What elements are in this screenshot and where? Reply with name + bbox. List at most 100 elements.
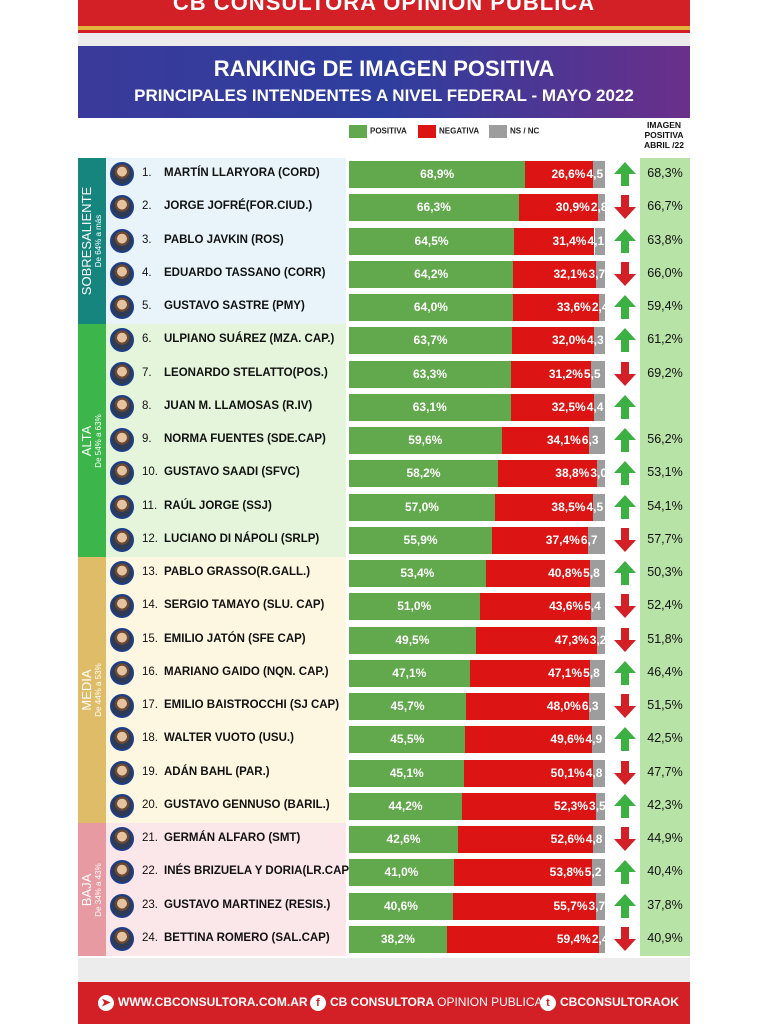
stacked-bar: 59,6% 34,1% 6,3	[349, 427, 605, 454]
mayor-name: RAÚL JORGE (SSJ)	[164, 499, 272, 512]
category-label: MEDIA De 44% a 53%	[79, 663, 104, 717]
arrow-up-icon	[614, 461, 636, 486]
negative-value-label: 38,5%	[551, 499, 586, 514]
positive-value-label: 41,0%	[384, 865, 419, 880]
positive-value-label: 47,1%	[392, 665, 427, 680]
avatar	[110, 594, 134, 619]
stacked-bar: 44,2% 52,3% 3,5	[349, 792, 606, 820]
legend-positive: POSITIVA	[349, 125, 407, 139]
mayor-name: EMILIO BAISTROCCHI (SJ CAP)	[164, 699, 340, 711]
previous-image-value: 68,3%	[647, 166, 683, 180]
bar-ns: 6,3	[582, 693, 605, 720]
gold-divider	[78, 26, 690, 30]
positive-value-label: 63,3%	[413, 366, 448, 381]
positive-value-label: 42,6%	[386, 832, 421, 846]
avatar	[110, 195, 134, 220]
rank-number: 7.	[142, 366, 152, 379]
avatar	[110, 893, 134, 918]
rank-number: 17.	[142, 699, 158, 711]
footer-facebook-bold: CB CONSULTORA	[330, 995, 434, 1010]
chart-title: RANKING DE IMAGEN POSITIVA	[213, 56, 555, 81]
table-row: 15. EMILIO JATÓN (SFE CAP)	[106, 624, 346, 657]
stacked-bar: 40,6% 55,7% 3,7	[349, 892, 605, 920]
stacked-bar: 41,0% 53,8% 5,2	[349, 859, 605, 887]
table-row: 13. PABLO GRASSO(R.GALL.)	[106, 557, 346, 590]
positive-value-label: 53,4%	[400, 566, 435, 580]
negative-value-label: 32,1%	[553, 266, 588, 281]
bar-positive: 42,6%	[349, 826, 459, 853]
bar-negative: 32,0%	[512, 327, 594, 355]
previous-image-value: 66,0%	[647, 265, 683, 280]
category-tint	[106, 158, 346, 325]
rank-number: 1.	[142, 167, 152, 179]
bar-negative: 31,2%	[511, 360, 591, 388]
previous-image-value: 56,2%	[647, 432, 683, 446]
previous-header-line-2: POSITIVA	[644, 130, 684, 140]
bar-negative: 52,3%	[462, 792, 597, 820]
previous-image-value: 52,4%	[647, 598, 683, 613]
stacked-bar: 63,1% 32,5% 4,4	[349, 393, 605, 421]
table-row: 3. PABLO JAVKIN (ROS)	[106, 225, 346, 258]
rank-number: 23.	[142, 898, 158, 911]
footer-website-text: WWW.CBCONSULTORA.COM.AR	[118, 995, 308, 1010]
bar-positive: 63,3%	[349, 360, 512, 388]
bar-ns: 3,0	[590, 460, 607, 488]
previous-image-value: 66,7%	[647, 199, 683, 214]
arrow-down-icon	[614, 361, 636, 386]
rank-number: 12.	[142, 532, 158, 545]
avatar	[110, 760, 134, 785]
avatar	[110, 394, 134, 419]
previous-image-value: 57,7%	[647, 531, 683, 546]
footer-website[interactable]: ➤ WWW.CBCONSULTORA.COM.AR	[98, 995, 308, 1011]
positive-value-label: 55,9%	[403, 532, 438, 547]
table-row: 10. GUSTAVO SAADI (SFVC)	[106, 457, 346, 490]
bar-positive: 58,2%	[349, 460, 498, 488]
bar-negative: 47,1%	[469, 659, 591, 687]
mayor-name: LUCIANO DI NÁPOLI (SRLP)	[164, 532, 320, 545]
rank-number: 3.	[142, 233, 152, 246]
previous-header-line-1: IMAGEN	[647, 120, 681, 130]
negative-value-label: 50,1%	[550, 765, 585, 780]
previous-image-header: IMAGEN POSITIVA ABRIL /22	[640, 120, 688, 150]
bar-ns: 4,3	[587, 327, 605, 355]
negative-value-label: 52,3%	[553, 798, 589, 813]
ns-value-label: 2,4	[591, 931, 609, 946]
category-label: BAJA De 34% a 43%	[79, 863, 104, 916]
ns-value-label: 3,5	[589, 798, 606, 813]
mayor-name: NORMA FUENTES (SDE.CAP)	[164, 433, 326, 445]
footer-facebook[interactable]: f CB CONSULTORA OPINION PUBLICA	[310, 995, 542, 1011]
bar-negative: 38,8%	[497, 460, 598, 488]
rank-number: 24.	[142, 931, 158, 944]
previous-image-value: 37,8%	[647, 897, 683, 912]
pointer-icon: ➤	[98, 995, 114, 1011]
chart-subtitle: PRINCIPALES INTENDENTES A NIVEL FEDERAL …	[134, 86, 634, 105]
avatar	[110, 793, 134, 818]
twitter-icon: t	[540, 995, 556, 1011]
ns-value-label: 5,8	[583, 665, 600, 680]
ns-value-label: 6,3	[581, 433, 599, 447]
stacked-bar: 45,1% 50,1% 4,8	[349, 759, 605, 787]
bar-ns: 4,8	[586, 759, 605, 787]
previous-image-value: 51,5%	[647, 698, 683, 712]
bar-positive: 63,7%	[349, 327, 513, 355]
category-range: De 44% a 53%	[94, 663, 103, 717]
arrow-up-icon	[614, 228, 636, 253]
bar-negative: 49,6%	[465, 726, 593, 754]
avatar	[110, 428, 134, 452]
category-range: De 64% a más	[94, 214, 103, 268]
table-row: 9. NORMA FUENTES (SDE.CAP)	[106, 424, 346, 457]
bar-negative: 32,1%	[513, 260, 596, 288]
bar-positive: 45,5%	[349, 726, 466, 754]
avatar	[110, 627, 134, 652]
positive-value-label: 59,6%	[408, 433, 443, 447]
bar-negative: 55,7%	[452, 892, 596, 920]
bar-negative: 47,3%	[475, 626, 597, 654]
ns-value-label: 4,5	[586, 167, 604, 181]
title-box: RANKING DE IMAGEN POSITIVA PRINCIPALES I…	[78, 46, 690, 118]
bar-ns: 2,8	[591, 194, 608, 222]
bar-positive: 41,0%	[349, 859, 454, 887]
footer-twitter[interactable]: t CBCONSULTORAOK	[540, 995, 679, 1011]
rank-number: 6.	[142, 333, 152, 346]
bar-ns: 2,4	[592, 925, 609, 953]
bar-negative: 53,8%	[453, 859, 592, 887]
